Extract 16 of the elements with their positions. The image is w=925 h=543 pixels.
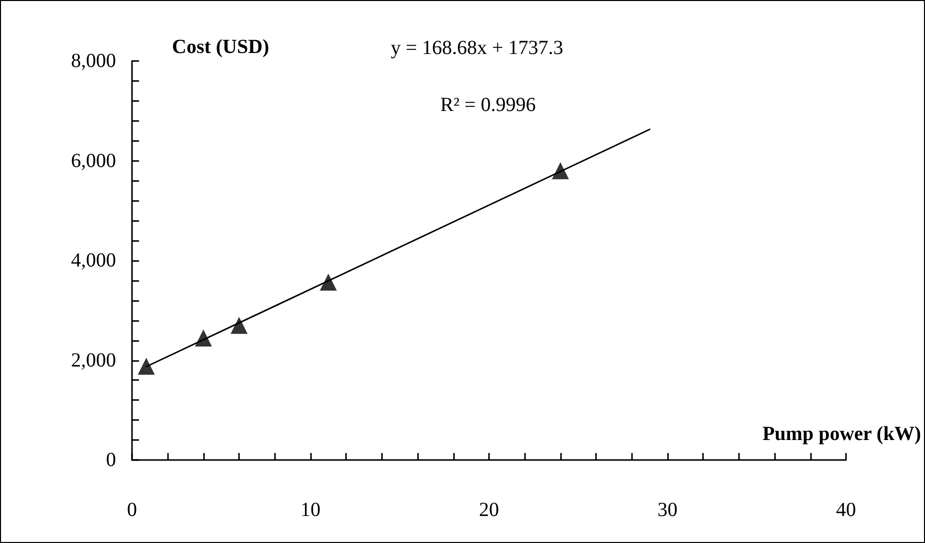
- y-tick-label: 6,000: [71, 150, 116, 172]
- y-tick-label: 2,000: [71, 349, 116, 372]
- point: [230, 316, 248, 334]
- annotation: R² = 0.9996: [440, 94, 536, 116]
- text: y = 168.68x + 1737.3: [390, 37, 564, 59]
- x-tick-label: 20: [479, 499, 499, 521]
- y-tick-label: 0: [106, 449, 116, 471]
- x-tick-label: 0: [127, 499, 137, 521]
- y-axis-title: Cost (USD): [172, 36, 270, 58]
- y-tick-label: 8,000: [71, 50, 116, 72]
- y-tick-label: 4,000: [71, 250, 116, 272]
- point: [138, 358, 155, 375]
- x-tick-label: 40: [836, 499, 856, 521]
- x-tick-label: 30: [658, 499, 678, 521]
- x-tick-label: 10: [300, 499, 320, 521]
- x-axis-title: Pump power (kW): [762, 423, 921, 445]
